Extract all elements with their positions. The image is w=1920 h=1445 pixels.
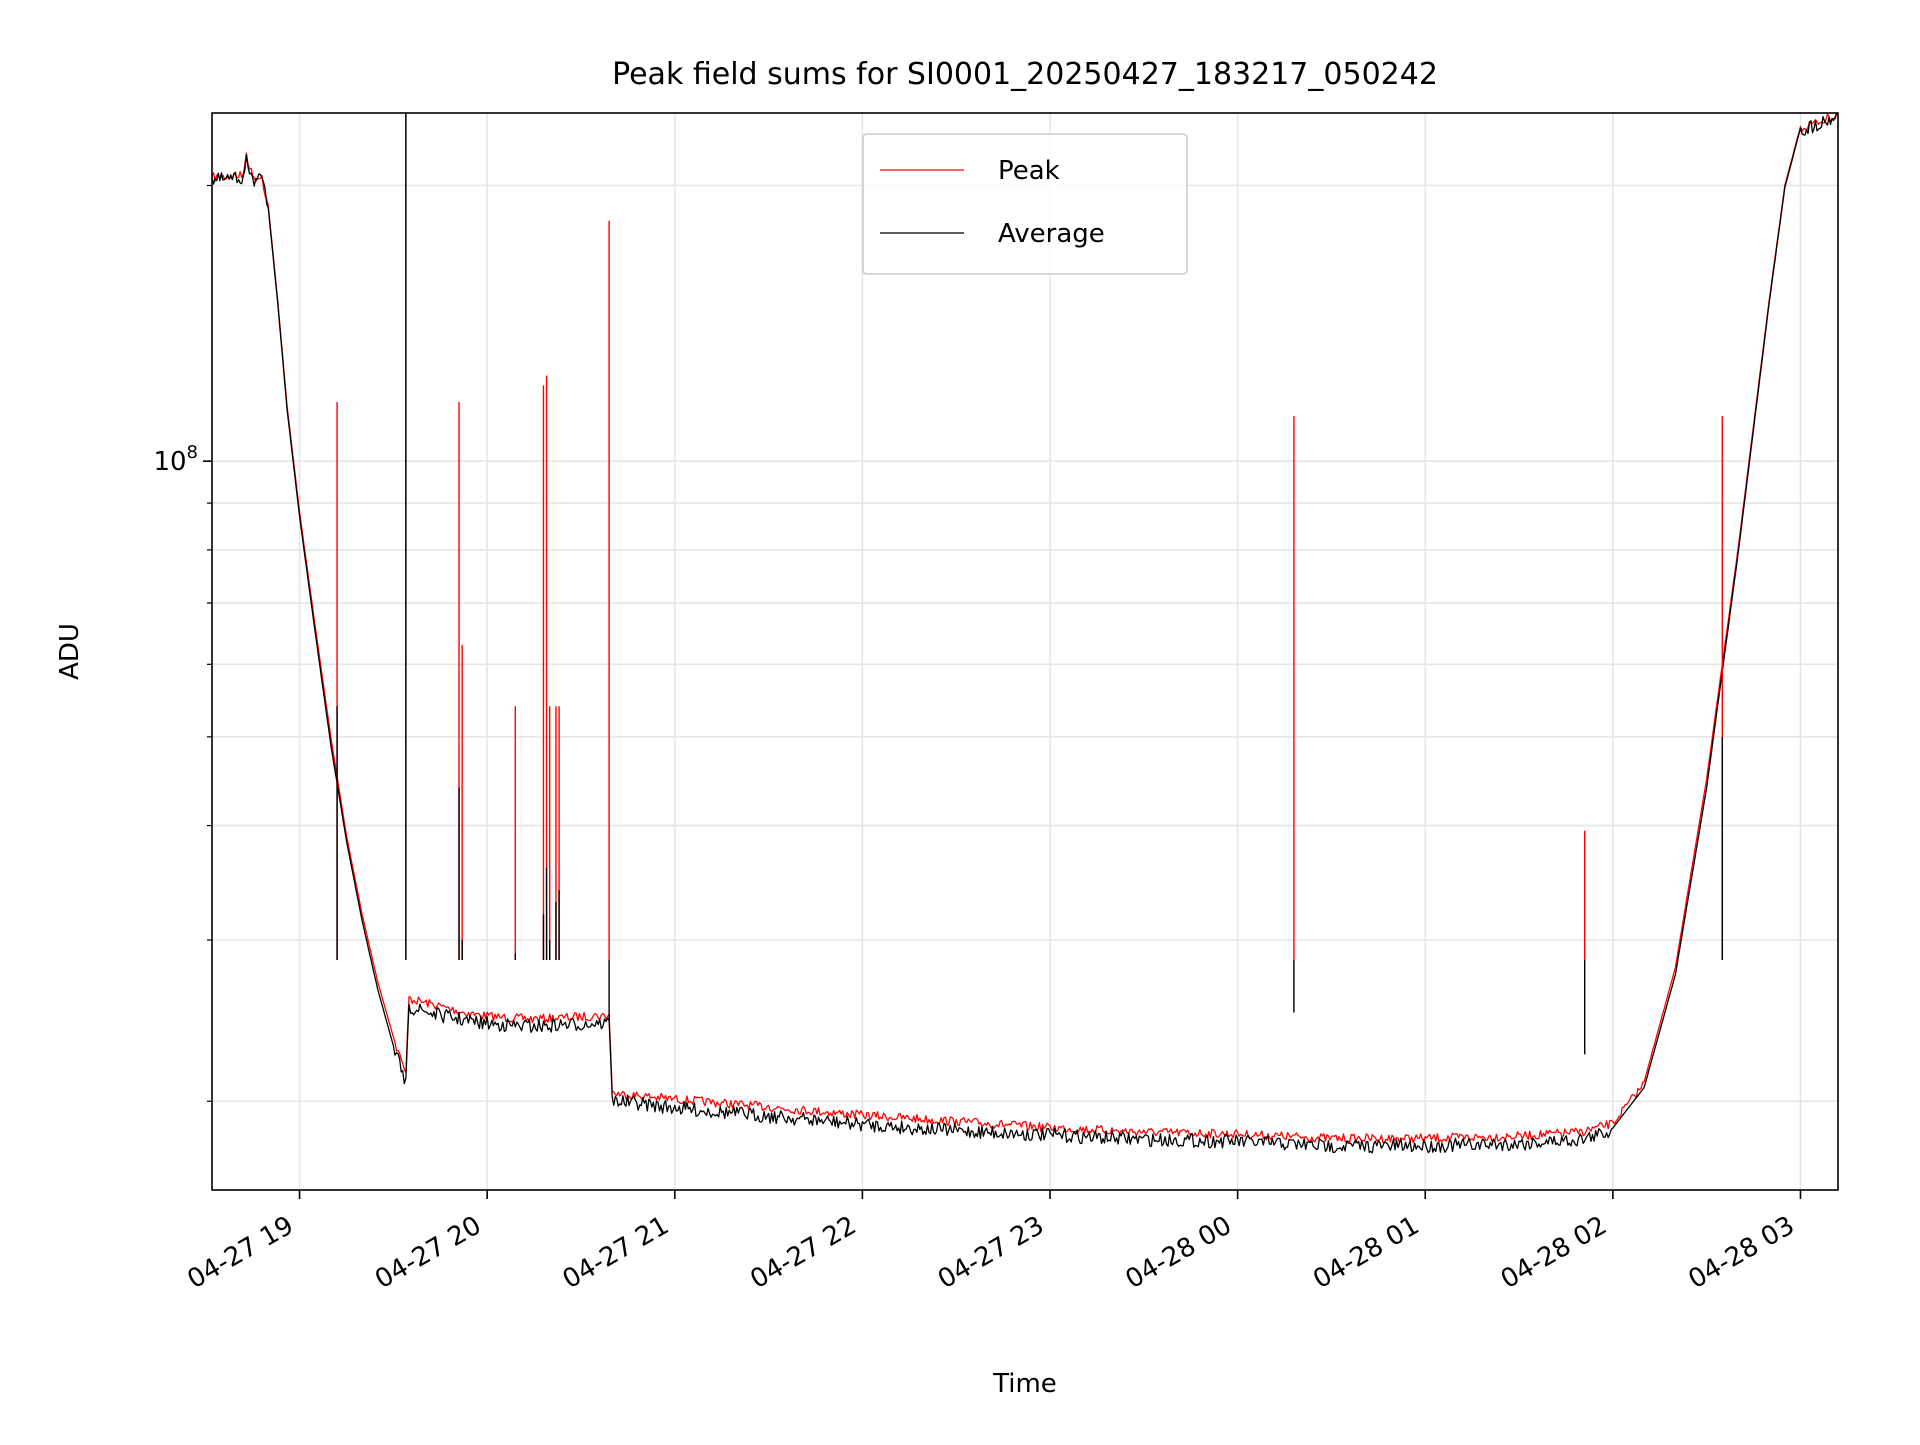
x-axis-label: Time — [992, 1369, 1057, 1399]
legend-label-average: Average — [998, 219, 1105, 249]
series-line-average — [212, 113, 1838, 1154]
y-axis-label: ADU — [55, 623, 85, 680]
chart-title: Peak field sums for SI0001_20250427_1832… — [612, 57, 1438, 92]
legend: Peak Average — [862, 133, 1188, 275]
legend-box — [862, 133, 1188, 275]
series-layer — [212, 113, 1838, 1154]
grid-layer — [212, 113, 1838, 1190]
plot-frame — [211, 112, 1839, 1191]
series-line-peak — [212, 113, 1838, 1144]
legend-label-peak: Peak — [998, 156, 1060, 186]
